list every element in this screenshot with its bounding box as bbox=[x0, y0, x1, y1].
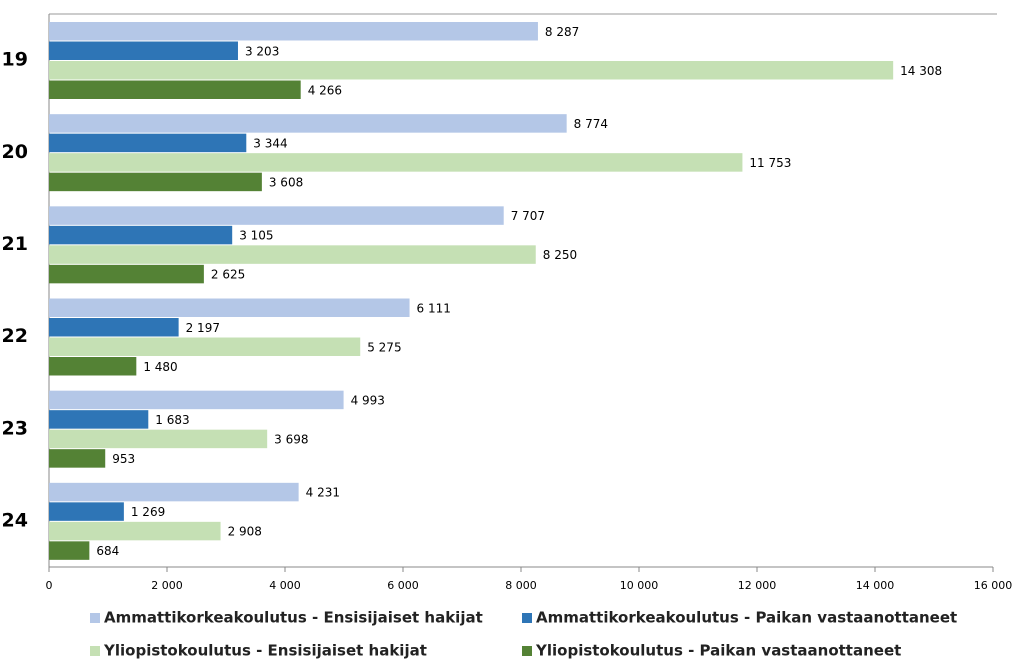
legend-swatch bbox=[90, 613, 100, 623]
value-label: 6 111 bbox=[417, 301, 451, 315]
x-tick-label: 14 000 bbox=[856, 579, 895, 592]
x-tick-label: 8 000 bbox=[505, 579, 537, 592]
value-label: 4 231 bbox=[306, 486, 340, 500]
value-label: 1 480 bbox=[143, 360, 177, 374]
value-label: 3 203 bbox=[245, 44, 279, 58]
category-label: 21 bbox=[2, 233, 28, 255]
value-label: 8 287 bbox=[545, 25, 579, 39]
bar bbox=[49, 153, 743, 172]
legend-label: Ammattikorkeakoulutus - Paikan vastaanot… bbox=[536, 609, 957, 627]
x-tick-label: 0 bbox=[46, 579, 53, 592]
x-tick-label: 2 000 bbox=[151, 579, 183, 592]
bar bbox=[49, 172, 262, 192]
bar bbox=[49, 357, 137, 376]
value-label: 3 698 bbox=[274, 432, 308, 446]
legend-swatch bbox=[522, 613, 532, 623]
value-label: 1 269 bbox=[131, 505, 165, 519]
legend-label: Yliopistokoulutus - Paikan vastaanottane… bbox=[535, 642, 901, 660]
value-label: 5 275 bbox=[367, 340, 401, 354]
value-label: 8 250 bbox=[543, 248, 577, 262]
bar bbox=[49, 410, 149, 429]
value-label: 2 625 bbox=[211, 268, 245, 282]
bar bbox=[49, 22, 538, 41]
value-label: 3 608 bbox=[269, 175, 303, 189]
category-label: 23 bbox=[2, 417, 28, 439]
x-tick-label: 6 000 bbox=[387, 579, 419, 592]
bar bbox=[49, 482, 299, 502]
legend-swatch bbox=[90, 646, 100, 656]
bar bbox=[49, 298, 410, 317]
bar bbox=[49, 114, 567, 133]
bar bbox=[49, 41, 238, 60]
bar bbox=[49, 502, 124, 521]
legend-label: Yliopistokoulutus - Ensisijaiset hakijat bbox=[103, 642, 427, 660]
bar bbox=[49, 264, 204, 284]
x-tick-label: 16 000 bbox=[974, 579, 1013, 592]
value-label: 1 683 bbox=[155, 413, 189, 427]
x-tick-label: 12 000 bbox=[738, 579, 777, 592]
category-label: 22 bbox=[2, 325, 28, 347]
bar bbox=[49, 133, 247, 153]
bar bbox=[49, 521, 221, 541]
bar bbox=[49, 80, 301, 99]
x-tick-label: 4 000 bbox=[269, 579, 301, 592]
value-label: 8 774 bbox=[574, 117, 608, 131]
value-label: 3 105 bbox=[239, 229, 273, 243]
bar bbox=[49, 390, 344, 410]
legend-label: Ammattikorkeakoulutus - Ensisijaiset hak… bbox=[104, 609, 483, 627]
category-label: 24 bbox=[2, 509, 28, 531]
value-label: 4 993 bbox=[351, 393, 385, 407]
value-label: 14 308 bbox=[900, 64, 942, 78]
value-label: 3 344 bbox=[253, 136, 287, 150]
value-label: 2 908 bbox=[228, 525, 262, 539]
bar bbox=[49, 206, 504, 225]
bar bbox=[49, 245, 536, 264]
bar bbox=[49, 61, 894, 80]
bar bbox=[49, 337, 361, 356]
value-label: 4 266 bbox=[308, 83, 342, 97]
value-label: 7 707 bbox=[511, 209, 545, 223]
legend-swatch bbox=[522, 646, 532, 656]
category-label: 19 bbox=[2, 49, 28, 71]
bar bbox=[49, 318, 179, 337]
category-label: 20 bbox=[2, 141, 28, 163]
bar bbox=[49, 225, 233, 245]
value-label: 11 753 bbox=[749, 156, 791, 170]
bar bbox=[49, 449, 106, 468]
value-label: 684 bbox=[96, 544, 119, 558]
x-tick-label: 10 000 bbox=[620, 579, 659, 592]
bar bbox=[49, 541, 90, 560]
value-label: 2 197 bbox=[186, 321, 220, 335]
bar bbox=[49, 429, 268, 449]
value-label: 953 bbox=[112, 452, 135, 466]
